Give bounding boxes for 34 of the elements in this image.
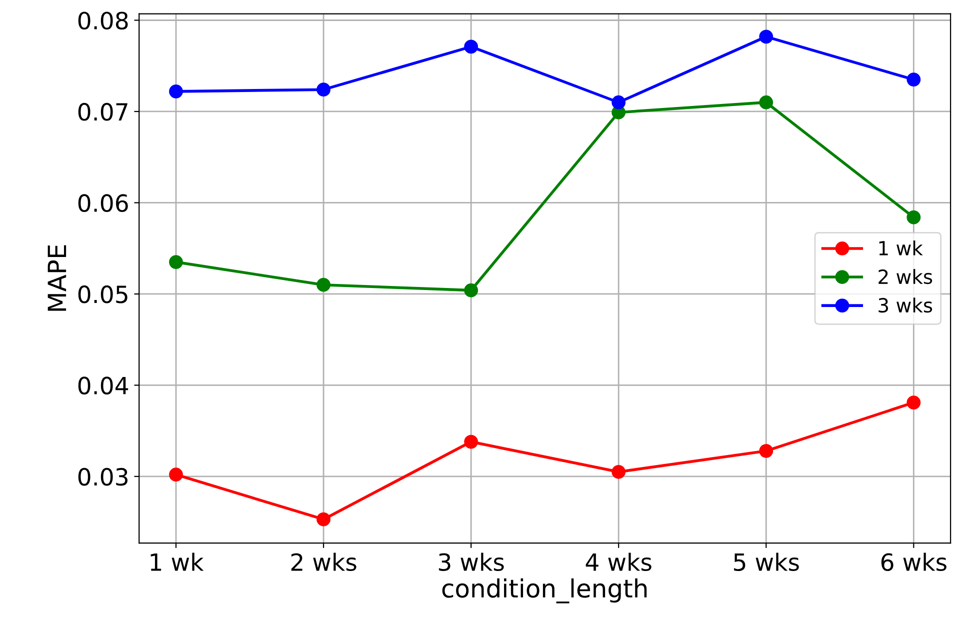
legend-label: 2 wks: [878, 269, 932, 284]
point: [906, 210, 921, 224]
x-tick-label: 5 wks: [734, 552, 799, 572]
point: [759, 444, 774, 458]
point: [316, 82, 330, 97]
x-tick-label: 2 wks: [291, 552, 356, 572]
y-tick-label: 0.04: [78, 376, 128, 395]
x-tick-label: 1 wk: [150, 552, 204, 571]
point: [612, 95, 626, 110]
legend-label: 3 wks: [878, 298, 932, 313]
point: [759, 30, 774, 44]
point: [906, 396, 921, 410]
point: [169, 255, 183, 269]
point: [316, 278, 330, 292]
point: [464, 283, 478, 298]
x-tick-label: 4 wks: [586, 552, 652, 572]
point: [464, 434, 478, 449]
y-tick-label: 0.03: [78, 468, 128, 486]
y-tick-label: 0.08: [78, 12, 128, 30]
point: [906, 72, 921, 86]
x-tick-label: 3 wks: [438, 552, 504, 572]
point: [464, 40, 478, 54]
y-axis-title: MAPE: [48, 245, 66, 311]
point: [612, 464, 626, 479]
legend-label: 1 wk: [879, 240, 923, 256]
point: [759, 95, 774, 110]
point: [169, 468, 183, 482]
x-axis-title: condition_length: [442, 578, 647, 604]
y-tick-label: 0.06: [78, 194, 128, 212]
y-tick-label: 0.07: [78, 102, 128, 121]
x-tick-label: 6 wks: [881, 552, 946, 572]
point: [169, 84, 183, 98]
point: [316, 512, 330, 526]
y-tick-label: 0.05: [78, 285, 128, 304]
